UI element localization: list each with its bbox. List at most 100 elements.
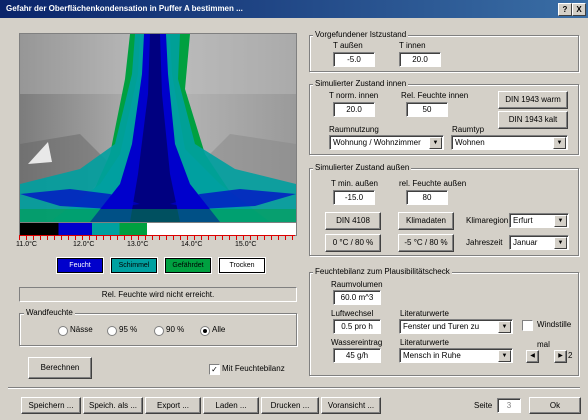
t-min-input[interactable]: -15.0 <box>333 190 375 205</box>
radio-alle-label: Alle <box>212 325 226 334</box>
luftwechsel-label: Luftwechsel <box>331 309 374 318</box>
feuchtebilanz-title: Feuchtebilanz zum Plausibilitätscheck <box>313 267 452 276</box>
footer-divider <box>8 387 580 389</box>
t-innen-input[interactable]: 20.0 <box>399 52 441 67</box>
speichern-als-button[interactable]: Speich. als ... <box>83 397 143 414</box>
raumvolumen-label: Raumvolumen <box>331 280 383 289</box>
voransicht-button[interactable]: Voransicht ... <box>321 397 381 414</box>
t-norm-input[interactable]: 20.0 <box>333 102 375 117</box>
chevron-down-icon[interactable]: ▼ <box>554 237 567 249</box>
wandfeuchte-title: Wandfeuchte <box>24 308 75 317</box>
thermal-image <box>19 33 297 223</box>
t-aussen-input[interactable]: -5.0 <box>333 52 375 67</box>
legend-trocken: Trocken <box>219 258 265 273</box>
rel-innen-input[interactable]: 50 <box>406 102 448 117</box>
legend-schimmel: Schimmel <box>111 258 157 273</box>
jahreszeit-value: Januar <box>513 238 538 247</box>
close-button[interactable]: X <box>572 3 586 16</box>
rel-aussen-input[interactable]: 80 <box>406 190 448 205</box>
mal-increase-button[interactable]: ▶ <box>554 350 567 363</box>
help-button[interactable]: ? <box>558 3 572 16</box>
literatur1-label: Literaturwerte <box>400 309 449 318</box>
aussen-group <box>309 168 579 256</box>
radio-naesse[interactable] <box>58 326 68 336</box>
literatur2-value: Mensch in Ruhe <box>403 351 461 360</box>
klimaregion-label: Klimaregion <box>466 216 509 225</box>
raumnutzung-value: Wohnung / Wohnzimmer <box>333 138 421 147</box>
klimadaten-button[interactable]: Klimadaten <box>398 212 454 230</box>
radio-95[interactable] <box>107 326 117 336</box>
wassereintrag-input[interactable]: 45 g/h <box>333 348 381 363</box>
istzustand-group <box>309 35 579 72</box>
literatur2-select[interactable]: Mensch in Ruhe ▼ <box>399 348 513 363</box>
istzustand-title: Vorgefundener Istzustand <box>313 30 409 39</box>
chevron-down-icon[interactable]: ▼ <box>498 321 511 333</box>
chevron-down-icon[interactable]: ▼ <box>429 137 442 149</box>
berechnen-button[interactable]: Berechnen <box>28 357 92 379</box>
mal-value: 2 <box>568 351 573 360</box>
status-text: Rel. Feuchte wird nicht erreicht. <box>19 287 297 302</box>
drucken-button[interactable]: Drucken ... <box>261 397 319 414</box>
t-norm-label: T norm. innen <box>329 91 379 100</box>
seite-label: Seite <box>474 401 493 410</box>
aussen-title: Simulierter Zustand außen <box>313 163 412 172</box>
radio-95-label: 95 % <box>119 325 138 334</box>
export-button[interactable]: Export ... <box>145 397 201 414</box>
window-title: Gefahr der Oberflächenkondensation in Pu… <box>6 4 243 13</box>
seite-input[interactable]: 3 <box>497 398 521 413</box>
windstille-label: Windstille <box>537 320 572 329</box>
raumtyp-label: Raumtyp <box>452 125 485 134</box>
innen-title: Simulierter Zustand innen <box>313 79 409 88</box>
chevron-down-icon[interactable]: ▼ <box>554 215 567 227</box>
raumnutzung-label: Raumnutzung <box>329 125 379 134</box>
scale-tick: 13.0°C <box>127 241 149 248</box>
laden-button[interactable]: Laden ... <box>203 397 259 414</box>
jahreszeit-label: Jahreszeit <box>466 238 503 247</box>
raumvolumen-input[interactable]: 60.0 m^3 <box>333 290 381 305</box>
din4108-button[interactable]: DIN 4108 <box>325 212 381 230</box>
speichern-button[interactable]: Speichern ... <box>21 397 81 414</box>
innen-group <box>309 84 579 155</box>
scale-tick: 12.0°C <box>73 241 95 248</box>
scale-tick: 11.0°C <box>16 241 37 248</box>
rel-aussen-label: rel. Feuchte außen <box>399 179 467 188</box>
wassereintrag-label: Wassereintrag <box>331 338 383 347</box>
literatur1-value: Fenster und Turen zu <box>403 322 480 331</box>
raumnutzung-select[interactable]: Wohnung / Wohnzimmer ▼ <box>329 135 444 150</box>
scale-tick: 15.0°C <box>235 241 257 248</box>
thermal-image-svg <box>20 34 296 222</box>
preset-0c-80-button[interactable]: 0 °C / 80 % <box>325 234 381 252</box>
din-kalt-button[interactable]: DIN 1943 kalt <box>498 111 568 129</box>
t-innen-label: T innen <box>399 41 426 50</box>
radio-90[interactable] <box>154 326 164 336</box>
jahreszeit-select[interactable]: Januar ▼ <box>509 235 569 250</box>
chevron-down-icon[interactable]: ▼ <box>498 350 511 362</box>
raumtyp-value: Wohnen <box>455 138 485 147</box>
wandfeuchte-group <box>19 313 297 346</box>
literatur2-label: Literaturwerte <box>400 338 449 347</box>
mal-decrease-button[interactable]: ◀ <box>526 350 539 363</box>
legend-gefaehrdet: Gefährdet <box>165 258 211 273</box>
luftwechsel-input[interactable]: 0.5 pro h <box>333 319 381 334</box>
scale-ruler <box>19 235 295 240</box>
legend-feucht: Feucht <box>57 258 103 273</box>
mit-feuchtebilanz-checkbox[interactable]: ✓ <box>209 364 220 375</box>
preset-minus5c-80-button[interactable]: -5 °C / 80 % <box>398 234 454 252</box>
klimaregion-select[interactable]: Erfurt ▼ <box>509 213 569 228</box>
radio-90-label: 90 % <box>166 325 185 334</box>
mal-label: mal <box>537 340 550 349</box>
klimaregion-value: Erfurt <box>513 216 533 225</box>
din-warm-button[interactable]: DIN 1943 warm <box>498 91 568 109</box>
t-aussen-label: T außen <box>333 41 363 50</box>
windstille-checkbox[interactable] <box>522 320 533 331</box>
ok-button[interactable]: Ok <box>529 397 581 414</box>
color-scale-bar <box>19 222 297 236</box>
literatur1-select[interactable]: Fenster und Turen zu ▼ <box>399 319 513 334</box>
raumtyp-select[interactable]: Wohnen ▼ <box>451 135 568 150</box>
mit-feuchtebilanz-label: Mit Feuchtebilanz <box>222 364 285 373</box>
radio-alle[interactable] <box>200 326 210 336</box>
rel-innen-label: Rel. Feuchte innen <box>401 91 469 100</box>
scale-tick: 14.0°C <box>181 241 203 248</box>
chevron-down-icon[interactable]: ▼ <box>553 137 566 149</box>
radio-naesse-label: Nässe <box>70 325 93 334</box>
